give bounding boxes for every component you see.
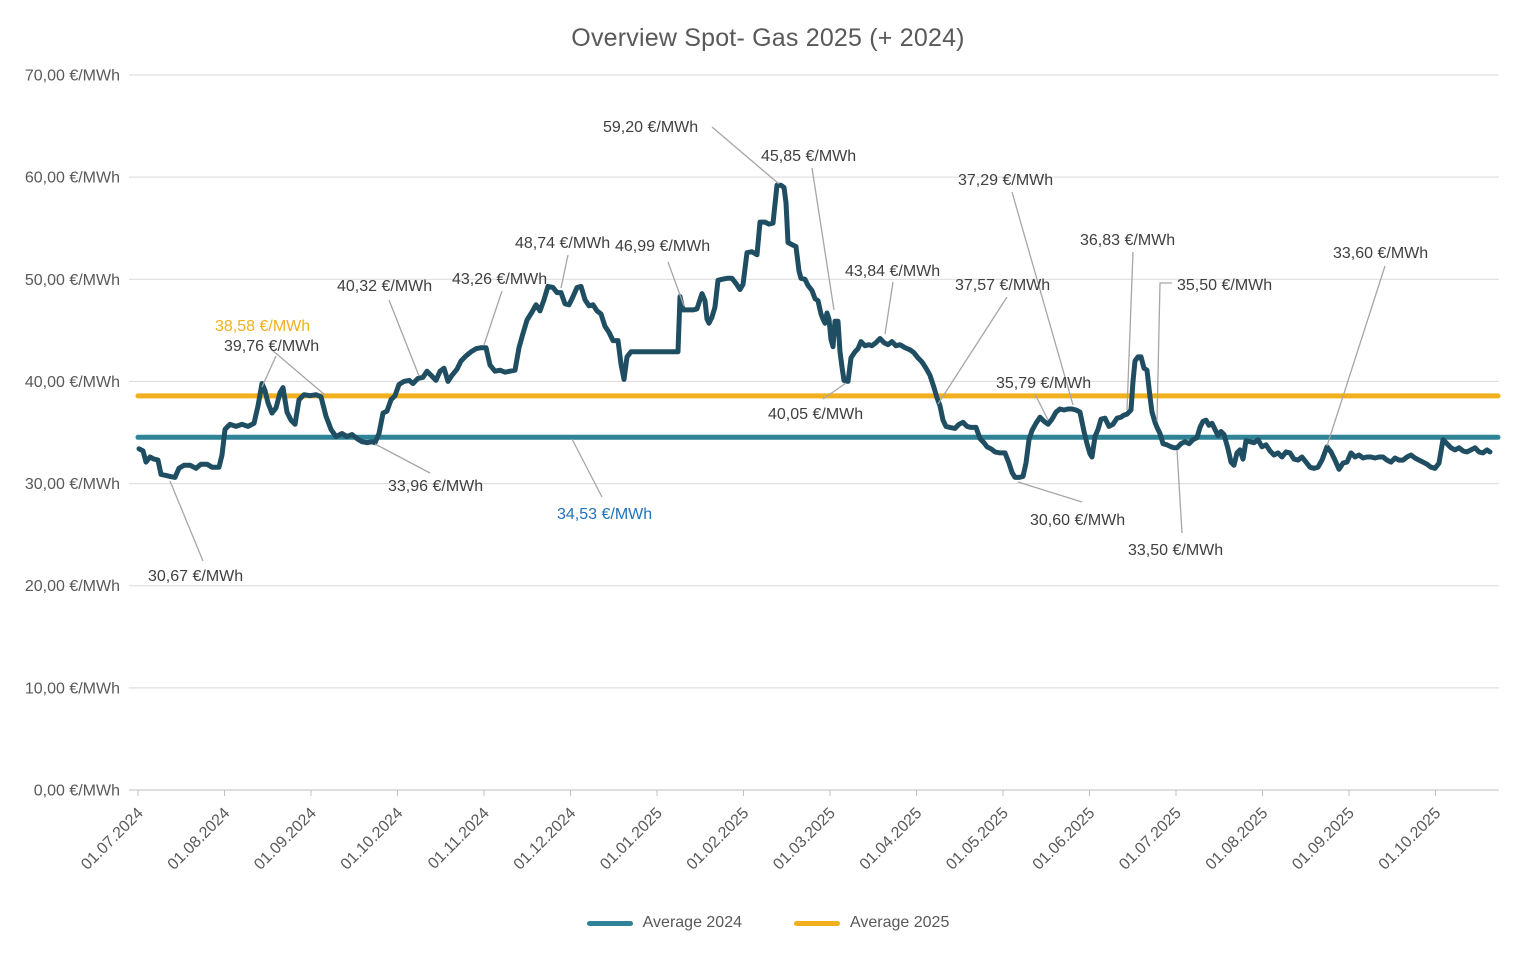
annotation-leader-line xyxy=(261,355,277,388)
annotation-leader-line xyxy=(1011,191,1074,406)
annotation-value-label: 40,05 €/MWh xyxy=(768,406,863,423)
legend-label-average-2025: Average 2025 xyxy=(850,914,950,931)
annotation-leader-line xyxy=(1156,282,1172,422)
annotation-leader-line xyxy=(811,167,835,311)
annotation-leader-line xyxy=(374,443,431,474)
annotation-value-label: 45,85 €/MWh xyxy=(761,148,856,165)
annotation-value-label: 33,50 €/MWh xyxy=(1128,542,1223,559)
annotation-value-label: 35,79 €/MWh xyxy=(996,375,1091,392)
annotation-leader-line xyxy=(483,290,503,346)
x-axis-tick-label: 01.05.2025 xyxy=(943,805,1012,874)
y-axis-tick-label: 20,00 €/MWh xyxy=(25,578,120,595)
x-axis-tick-label: 01.09.2024 xyxy=(251,805,320,874)
y-axis-tick-label: 40,00 €/MWh xyxy=(25,374,120,391)
annotation-value-label: 33,96 €/MWh xyxy=(388,478,483,495)
annotation-leader-line xyxy=(884,281,894,335)
legend-label-average-2024: Average 2024 xyxy=(642,914,742,931)
x-axis-tick-label: 01.03.2025 xyxy=(770,805,839,874)
annotation-value-label: 30,67 €/MWh xyxy=(148,568,243,585)
x-axis-tick-label: 01.08.2025 xyxy=(1203,805,1272,874)
annotation-value-label: 43,84 €/MWh xyxy=(845,263,940,280)
annotation-value-label: 38,58 €/MWh xyxy=(215,318,310,335)
annotation-leader-line xyxy=(667,261,685,307)
annotation-value-label: 37,29 €/MWh xyxy=(958,172,1053,189)
annotation-leader-line xyxy=(1017,481,1083,503)
x-axis-tick-label: 01.02.2025 xyxy=(684,805,753,874)
annotation-leader-line xyxy=(560,254,569,289)
x-axis-tick-label: 01.04.2025 xyxy=(857,805,926,874)
annotation-value-label: 30,60 €/MWh xyxy=(1030,512,1125,529)
legend-swatch-average-2024-icon xyxy=(586,920,633,926)
legend-item-average-2024: Average 2024 xyxy=(586,914,742,932)
y-axis-tick-label: 50,00 €/MWh xyxy=(25,272,120,289)
x-axis-tick-label: 01.10.2025 xyxy=(1376,805,1445,874)
annotation-value-label: 37,57 €/MWh xyxy=(955,277,1050,294)
annotation-leader-line xyxy=(571,438,603,498)
legend-item-average-2025: Average 2025 xyxy=(794,914,949,932)
x-axis-tick-label: 01.01.2025 xyxy=(597,805,666,874)
annotation-value-label: 46,99 €/MWh xyxy=(615,238,710,255)
y-axis-tick-label: 10,00 €/MWh xyxy=(25,680,120,697)
chart-title: Overview Spot- Gas 2025 (+ 2024) xyxy=(571,24,965,52)
x-axis-tick-label: 01.08.2024 xyxy=(165,805,234,874)
x-axis-tick-label: 01.09.2025 xyxy=(1289,805,1358,874)
y-axis-tick-label: 0,00 €/MWh xyxy=(34,783,120,800)
x-axis-tick-label: 01.06.2025 xyxy=(1030,805,1099,874)
annotation-leader-line xyxy=(1326,265,1386,447)
annotation-leader-line xyxy=(1034,393,1049,421)
annotation-value-label: 48,74 €/MWh xyxy=(515,235,610,252)
annotation-value-label: 36,83 €/MWh xyxy=(1080,232,1175,249)
spot-price-line xyxy=(136,182,1493,480)
annotation-value-label: 43,26 €/MWh xyxy=(452,271,547,288)
x-axis-tick-label: 01.10.2024 xyxy=(338,805,407,874)
x-axis-tick-label: 01.07.2024 xyxy=(78,805,147,874)
annotation-leader-line xyxy=(1126,251,1134,411)
annotation-leader-line xyxy=(822,382,847,400)
annotation-leader-line xyxy=(271,349,326,396)
annotation-value-label: 35,50 €/MWh xyxy=(1177,277,1272,294)
annotation-leader-line xyxy=(711,126,780,185)
annotation-value-label: 34,53 €/MWh xyxy=(557,506,652,523)
y-axis-tick-label: 60,00 €/MWh xyxy=(25,170,120,187)
annotation-leader-line xyxy=(1176,449,1183,534)
annotation-leader-line xyxy=(937,296,1008,405)
x-axis-tick-label: 01.11.2024 xyxy=(425,805,493,873)
x-axis-tick-label: 01.12.2024 xyxy=(511,805,580,874)
legend-swatch-average-2025-icon xyxy=(794,920,840,926)
y-axis-tick-label: 30,00 €/MWh xyxy=(25,476,120,493)
annotation-leader-line xyxy=(169,480,204,562)
annotation-value-label: 40,32 €/MWh xyxy=(337,278,432,295)
x-axis-tick-label: 01.07.2025 xyxy=(1116,805,1185,874)
annotation-value-label: 59,20 €/MWh xyxy=(603,119,698,136)
annotation-leader-line xyxy=(388,299,420,377)
chart-legend: Average 2024 Average 2025 xyxy=(0,914,1536,932)
y-axis-tick-label: 70,00 €/MWh xyxy=(25,68,120,85)
annotation-value-label: 39,76 €/MWh xyxy=(224,338,319,355)
annotation-value-label: 33,60 €/MWh xyxy=(1333,245,1428,262)
